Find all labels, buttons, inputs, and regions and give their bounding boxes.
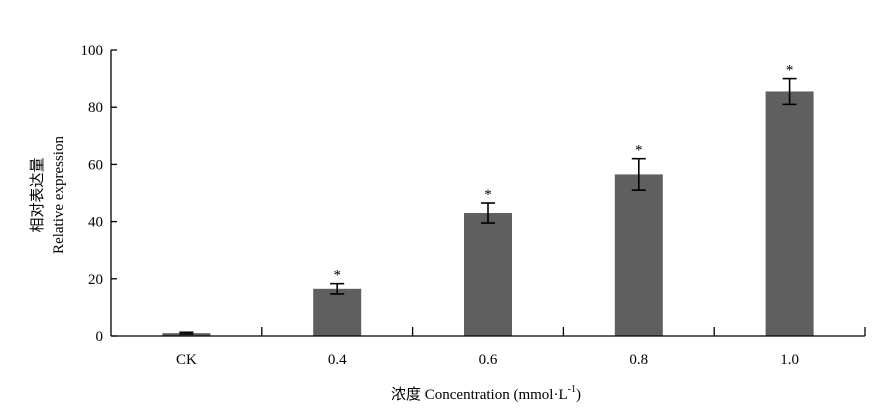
bar-0.8 <box>614 174 663 336</box>
x-tick-label: 1.0 <box>780 352 799 368</box>
y-tick-label: 40 <box>88 215 103 231</box>
x-tick-label: 0.8 <box>629 352 648 368</box>
x-axis-title-close: ) <box>576 387 581 403</box>
y-axis: 0 20 40 60 80 100 <box>81 43 117 345</box>
significance-mark: * <box>635 143 643 159</box>
x-tick-label: 0.6 <box>479 352 498 368</box>
y-axis-title-cn: 相对表达量 <box>29 157 46 232</box>
y-tick-label: 60 <box>88 157 103 173</box>
bar-0.4 <box>313 288 362 336</box>
bar-0.6 <box>464 213 512 336</box>
x-tick-label: CK <box>176 352 197 368</box>
y-tick-label: 0 <box>96 329 104 345</box>
y-axis-title-en: Relative expression <box>51 136 67 254</box>
significance-mark: * <box>484 187 492 203</box>
bar-1.0 <box>765 91 814 336</box>
x-axis: CK 0.4 0.6 0.8 1.0 <box>111 327 866 368</box>
y-tick-label: 80 <box>88 100 103 116</box>
significance-mark: * <box>786 63 794 79</box>
x-tick-label: 0.4 <box>328 352 347 368</box>
x-axis-title: 浓度 Concentration (mmol·L-1) <box>391 384 581 403</box>
significance-mark: * <box>333 268 341 284</box>
x-axis-title-superscript: -1 <box>568 384 576 395</box>
y-tick-label: 100 <box>81 43 104 59</box>
plot-area: * * * * <box>162 63 814 336</box>
y-tick-label: 20 <box>88 272 103 288</box>
